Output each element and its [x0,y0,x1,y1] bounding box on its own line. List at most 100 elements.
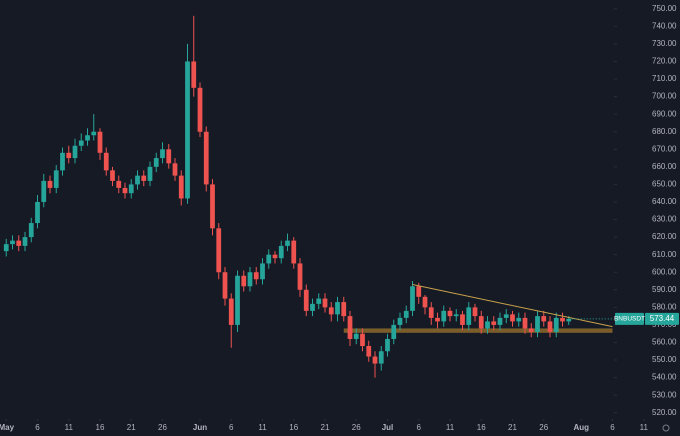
candle-body [541,316,547,322]
trendline [412,284,613,328]
x-tick-label: 26 [352,423,361,432]
candle-body [341,302,347,317]
candle-body [397,317,403,325]
candle-body [203,131,209,185]
candle-body [478,316,484,329]
x-tick-label: 11 [65,423,74,432]
candle-body [366,345,372,357]
candle-body [297,263,303,290]
candle-body [3,244,9,252]
candle-body [291,240,297,264]
candle-body [228,298,234,325]
y-tick-label: 550.00 [652,355,677,364]
candle-body [378,351,384,364]
candle-body [178,175,184,199]
candle-body [391,324,397,339]
candle-body [47,180,53,188]
candle-body [503,314,509,318]
y-tick-label: 670.00 [652,144,677,153]
x-tick-label: 21 [321,423,330,432]
candle-body [347,316,353,339]
candle-body [247,272,253,287]
y-tick-label: 520.00 [652,408,677,417]
plot-area [3,15,613,378]
x-tick-label: 6 [417,423,422,432]
candle-body [435,317,440,322]
y-tick-label: 750.00 [652,4,677,13]
x-tick-label: May [0,423,15,432]
candle-body [22,237,28,246]
candle-body [147,166,153,181]
candle-body [122,187,128,194]
candle-body [191,61,197,88]
candle-body [453,314,459,317]
x-tick-label: 6 [610,423,615,432]
candle-body [428,307,434,318]
candle-body [172,163,178,176]
y-tick-label: 680.00 [652,127,677,136]
y-tick-label: 600.00 [652,267,677,276]
candle-body [472,307,478,317]
candle-body [28,223,34,238]
candle-body [353,333,359,339]
candle-body [566,318,572,322]
x-tick-label: Jul [382,423,394,432]
candle-body [197,87,203,132]
candle-body [416,286,422,297]
settings-icon[interactable] [662,424,670,432]
y-tick-label: 610.00 [652,250,677,259]
candle-body [485,321,490,329]
candle-body [10,240,15,245]
x-tick-label: 11 [258,423,267,432]
candle-body [235,275,240,325]
candle-body [241,275,247,287]
candle-body [103,152,109,171]
candle-body [522,317,528,329]
x-tick-label: Aug [573,423,589,432]
candle-body [97,131,103,153]
y-tick-label: 740.00 [652,21,677,30]
candle-body [410,286,415,311]
candle-body [110,170,115,181]
candle-body [266,254,272,264]
candle-body [53,170,59,188]
candle-body [553,317,559,332]
candle-body [535,316,540,332]
x-tick-label: 26 [158,423,167,432]
candle-body [385,338,390,352]
y-tick-label: 630.00 [652,215,677,224]
y-tick-label: 720.00 [652,57,677,66]
candle-body [303,289,309,311]
y-tick-label: 530.00 [652,390,677,399]
candle-body [547,321,553,332]
x-tick-label: 21 [508,423,517,432]
candle-body [422,296,428,308]
candle-body [72,145,78,159]
candle-body [41,180,47,202]
candle-body [278,245,284,259]
candle-body [260,263,265,280]
x-tick-label: 16 [96,423,105,432]
candle-body [222,272,228,299]
x-tick-label: 26 [539,423,548,432]
candle-body [128,184,134,194]
candle-body [91,131,97,136]
y-tick-label: 540.00 [652,373,677,382]
y-tick-label: 640.00 [652,197,677,206]
y-tick-label: 660.00 [652,162,677,171]
candle-body [85,135,90,141]
candle-body [310,303,315,311]
candle-body [441,310,447,322]
x-tick-label: 6 [229,423,234,432]
candle-body [335,302,340,315]
price-axis [614,0,680,420]
candle-body [116,180,122,188]
candle-body [516,317,522,322]
candle-body [328,307,334,315]
candle-body [78,140,84,146]
x-tick-label: 11 [446,423,455,432]
symbol-label: BNBUSDT [614,316,645,323]
